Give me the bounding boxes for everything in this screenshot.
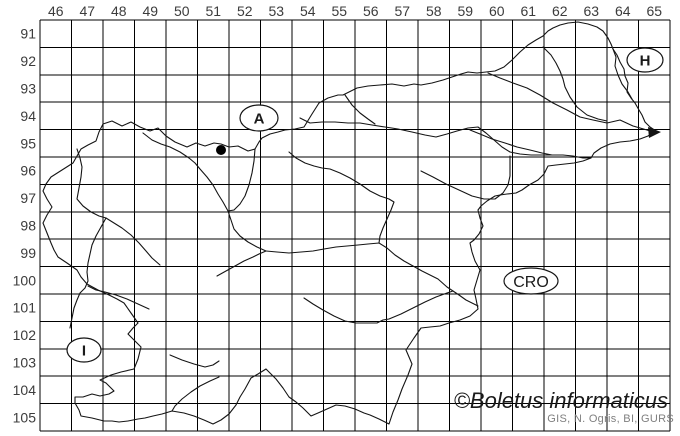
row-label-96: 96 bbox=[20, 163, 36, 179]
row-label-92: 92 bbox=[20, 53, 36, 69]
col-label-65: 65 bbox=[646, 3, 662, 19]
river-mura-arrowhead bbox=[648, 127, 661, 138]
river-drava bbox=[299, 117, 592, 159]
river-meza bbox=[344, 94, 376, 125]
river-savinja bbox=[288, 151, 395, 244]
col-label-55: 55 bbox=[331, 3, 347, 19]
col-label-46: 46 bbox=[48, 3, 64, 19]
row-label-97: 97 bbox=[20, 190, 36, 206]
col-label-49: 49 bbox=[142, 3, 158, 19]
river-mura bbox=[487, 72, 654, 133]
river-velika-krka bbox=[612, 48, 633, 100]
row-label-102: 102 bbox=[13, 327, 37, 343]
row-label-105: 105 bbox=[13, 409, 37, 425]
col-label-61: 61 bbox=[520, 3, 536, 19]
col-label-51: 51 bbox=[205, 3, 221, 19]
watermark-text: ©Boletus informaticus bbox=[453, 388, 668, 413]
col-label-50: 50 bbox=[174, 3, 190, 19]
col-label-53: 53 bbox=[268, 3, 284, 19]
row-label-98: 98 bbox=[20, 218, 36, 234]
country-ellipse-A bbox=[239, 104, 279, 132]
col-label-56: 56 bbox=[363, 3, 379, 19]
river-sava bbox=[142, 132, 479, 307]
row-label-103: 103 bbox=[13, 355, 37, 371]
col-label-57: 57 bbox=[394, 3, 410, 19]
river-idrijca bbox=[105, 217, 161, 266]
col-label-48: 48 bbox=[111, 3, 127, 19]
river-ledava bbox=[542, 46, 608, 122]
river-krka bbox=[303, 290, 454, 324]
col-label-64: 64 bbox=[615, 3, 631, 19]
grid-layer: 46 47 48 49 50 51 52 53 54 55 56 57 58 59 60 61 62 63 64 65… bbox=[13, 3, 671, 432]
col-label-54: 54 bbox=[300, 3, 316, 19]
country-label-H: H bbox=[640, 52, 651, 69]
col-label-63: 63 bbox=[583, 3, 599, 19]
row-label-100: 100 bbox=[13, 272, 37, 288]
col-label-59: 59 bbox=[457, 3, 473, 19]
river-dravinja bbox=[420, 155, 511, 200]
country-ellipse-I bbox=[66, 337, 102, 363]
col-label-62: 62 bbox=[552, 3, 568, 19]
col-label-60: 60 bbox=[489, 3, 505, 19]
row-label-99: 99 bbox=[20, 245, 36, 261]
karst-line bbox=[169, 354, 220, 368]
slovenia-border bbox=[42, 21, 657, 425]
row-label-101: 101 bbox=[13, 300, 37, 316]
country-ellipse-H bbox=[626, 47, 664, 73]
river-pesnica bbox=[469, 129, 553, 156]
river-kokra bbox=[227, 148, 256, 212]
map-outline-layer bbox=[42, 21, 661, 425]
row-label-91: 91 bbox=[20, 26, 36, 42]
country-label-CRO: CRO bbox=[513, 274, 549, 291]
river-ljubljanica bbox=[216, 250, 267, 277]
river-reka bbox=[171, 376, 220, 412]
row-label-95: 95 bbox=[20, 135, 36, 151]
country-label-I: I bbox=[82, 342, 86, 359]
attribution-text: GIS, N. Ogris, BI, GURS bbox=[547, 413, 674, 425]
col-label-52: 52 bbox=[237, 3, 253, 19]
record-marker-51-95 bbox=[216, 145, 226, 155]
row-label-104: 104 bbox=[13, 382, 37, 398]
row-label-94: 94 bbox=[20, 108, 36, 124]
col-label-58: 58 bbox=[426, 3, 442, 19]
country-ellipse-CRO bbox=[503, 267, 559, 295]
country-label-A: A bbox=[254, 110, 265, 127]
river-vipava bbox=[87, 285, 150, 310]
row-label-93: 93 bbox=[20, 81, 36, 97]
col-label-47: 47 bbox=[79, 3, 95, 19]
river-soca bbox=[69, 148, 107, 329]
overlay-layer: A H CRO I bbox=[66, 47, 664, 363]
